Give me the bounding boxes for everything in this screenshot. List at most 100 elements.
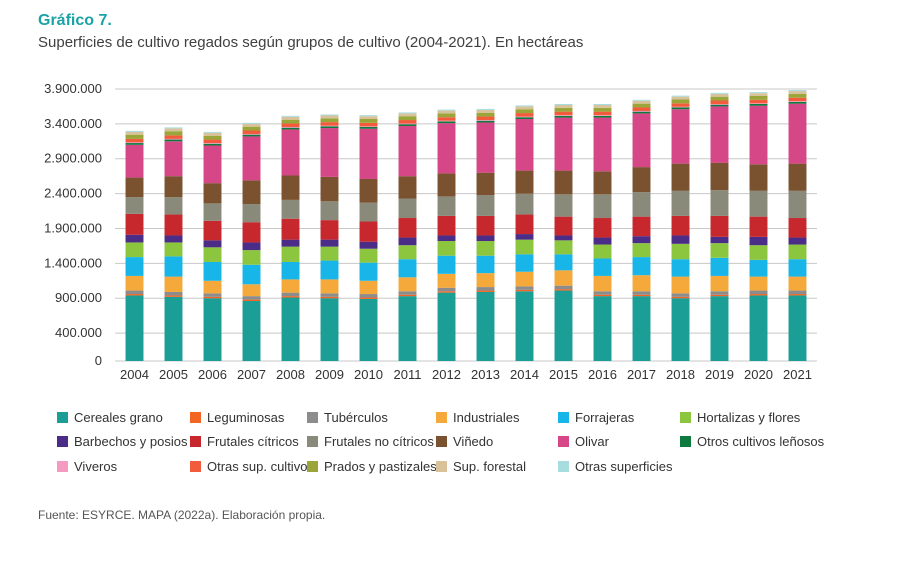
x-tick-label: 2019 <box>705 367 734 382</box>
bar-segment <box>359 115 378 117</box>
bar-segment <box>554 216 573 236</box>
bar-segment <box>164 296 183 361</box>
bar-segment <box>125 142 144 144</box>
bar-segment <box>554 240 573 255</box>
bar-segment <box>632 296 651 361</box>
bar-segment <box>320 114 339 116</box>
bar-segment <box>437 291 456 293</box>
bar-segment <box>671 107 690 110</box>
bar-segment <box>437 121 456 124</box>
bar-segment <box>515 271 534 287</box>
bar-segment <box>710 100 729 104</box>
bar-segment <box>749 259 768 277</box>
bar-segment <box>749 245 768 260</box>
bar-segment <box>710 106 729 163</box>
legend-item: Cereales grano <box>57 410 163 425</box>
bar-segment <box>320 128 339 177</box>
bar-segment <box>242 126 261 131</box>
bar-segment <box>632 103 651 108</box>
bar-segment <box>242 130 261 134</box>
bar-segment <box>281 123 300 128</box>
bar-segment <box>632 99 651 101</box>
bar-segment <box>242 284 261 297</box>
bar-segment <box>554 194 573 217</box>
bar-segment <box>554 103 573 106</box>
bar-segment <box>281 199 300 219</box>
bar-segment <box>710 103 729 105</box>
legend-item: Industriales <box>436 410 519 425</box>
x-tick-label: 2010 <box>354 367 383 382</box>
bar-segment <box>437 196 456 216</box>
bar-segment <box>788 190 807 219</box>
x-tick-label: 2011 <box>394 367 422 382</box>
bar-segment <box>437 173 456 197</box>
bar-segment <box>242 133 261 135</box>
bar-segment <box>437 120 456 122</box>
bar-segment <box>788 101 807 104</box>
bar-segment <box>554 285 573 290</box>
legend-label: Otras superficies <box>575 459 673 474</box>
bar-segment <box>359 297 378 299</box>
bar-segment <box>281 116 300 120</box>
bar-segment <box>398 245 417 260</box>
bar-segment <box>398 259 417 278</box>
bar-segment <box>515 291 534 361</box>
bar-segment <box>164 242 183 257</box>
bar-segment <box>398 116 417 121</box>
bar-segment <box>632 275 651 292</box>
bar-segment <box>281 292 300 297</box>
bar-segment <box>320 125 339 127</box>
legend-label: Frutales cítricos <box>207 434 299 449</box>
y-tick-label: 3.900.000 <box>44 81 102 96</box>
bar-segment <box>671 99 690 104</box>
legend-label: Prados y pastizales <box>324 459 437 474</box>
bar-segment <box>632 113 651 168</box>
bar-segment <box>125 213 144 235</box>
bar-segment <box>671 103 690 107</box>
bar-segment <box>203 280 222 294</box>
x-tick-label: 2020 <box>744 367 773 382</box>
bar-segment <box>476 120 495 123</box>
legend-label: Cereales grano <box>74 410 163 425</box>
y-tick-label: 0 <box>95 353 102 368</box>
legend-swatch <box>558 436 569 447</box>
x-tick-label: 2008 <box>276 367 305 382</box>
bar-segment <box>281 127 300 130</box>
bar-segment <box>203 183 222 204</box>
bar-segment <box>632 192 651 217</box>
bar-segment <box>437 123 456 174</box>
bar-segment <box>281 218 300 240</box>
y-tick-label: 2.400.000 <box>44 186 102 201</box>
bar-segment <box>593 103 612 106</box>
bar-segment <box>515 193 534 215</box>
bar-segment <box>320 122 339 126</box>
bar-segment <box>593 115 612 118</box>
bar-segment <box>476 215 495 236</box>
legend-swatch <box>57 412 68 423</box>
bar-segment <box>515 170 534 194</box>
bar-segment <box>398 237 417 246</box>
bar-segment <box>359 298 378 361</box>
bar-segment <box>398 123 417 125</box>
legend-label: Otras sup. cultivo <box>207 459 308 474</box>
legend-swatch <box>307 461 318 472</box>
bar-segment <box>632 294 651 297</box>
bar-segment <box>593 275 612 292</box>
bar-segment <box>359 128 378 179</box>
bar-segment <box>203 240 222 248</box>
bar-segment <box>164 141 183 177</box>
bar-segment <box>476 109 495 113</box>
bar-segment <box>593 115 612 116</box>
bar-segment <box>242 301 261 361</box>
bar-segment <box>671 259 690 277</box>
bar-segment <box>554 170 573 195</box>
x-tick-label: 2016 <box>588 367 617 382</box>
bar-segment <box>788 163 807 191</box>
bar-segment <box>632 167 651 193</box>
bar-segment <box>398 112 417 114</box>
bar-segment <box>359 280 378 295</box>
bar-segment <box>593 218 612 238</box>
bar-segment <box>203 261 222 281</box>
bar-segment <box>281 175 300 200</box>
bar-segment <box>554 115 573 116</box>
